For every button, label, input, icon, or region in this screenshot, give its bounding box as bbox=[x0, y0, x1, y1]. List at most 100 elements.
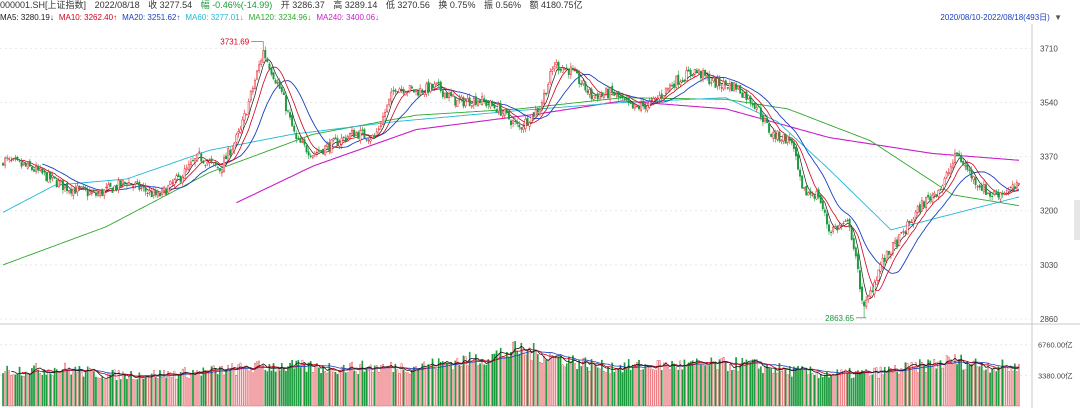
candle-body bbox=[739, 85, 742, 94]
volume-bar bbox=[636, 362, 638, 407]
volume-bar bbox=[776, 372, 779, 407]
candle-body bbox=[284, 95, 287, 112]
volume-bar bbox=[20, 375, 23, 407]
volume-bar bbox=[720, 358, 723, 407]
candle-body bbox=[1001, 192, 1004, 195]
volume-bar bbox=[914, 362, 917, 407]
volume-bar bbox=[718, 359, 721, 407]
candle-body bbox=[272, 72, 275, 80]
candle-body bbox=[534, 109, 537, 118]
volume-bar bbox=[495, 350, 498, 407]
quote-change: 幅 -0.46%(-14.99) bbox=[200, 0, 273, 10]
candle-body bbox=[1005, 192, 1008, 195]
volume-bar bbox=[898, 373, 901, 407]
candle-body bbox=[510, 120, 512, 126]
volume-bar bbox=[74, 366, 77, 407]
candle-body bbox=[718, 77, 721, 87]
candle-body bbox=[501, 112, 504, 117]
candle-body bbox=[536, 108, 539, 113]
volume-bar bbox=[673, 363, 675, 407]
candle-body bbox=[241, 119, 244, 131]
candle-body bbox=[212, 162, 215, 164]
volume-bar bbox=[873, 367, 876, 407]
volume-bar bbox=[665, 362, 667, 407]
candle-body bbox=[578, 72, 581, 84]
candle-body bbox=[545, 92, 548, 95]
volume-bar bbox=[855, 371, 857, 407]
volume-bar bbox=[632, 364, 634, 407]
candle-body bbox=[574, 70, 576, 72]
candle-body bbox=[334, 137, 337, 140]
candle-body bbox=[192, 159, 194, 162]
candle-body bbox=[611, 85, 614, 92]
volume-bar bbox=[448, 363, 450, 407]
candle-body bbox=[189, 161, 192, 166]
candle-body bbox=[846, 219, 849, 222]
volume-bar bbox=[830, 375, 832, 407]
volume-bar bbox=[287, 366, 289, 407]
volume-bar bbox=[526, 350, 529, 407]
candle-body bbox=[171, 182, 174, 184]
candle-body bbox=[825, 213, 828, 225]
candle-body bbox=[41, 168, 44, 174]
volume-bar bbox=[233, 368, 236, 407]
candle-body bbox=[627, 98, 630, 104]
volume-bar bbox=[716, 369, 719, 407]
volume-bar bbox=[359, 364, 362, 407]
volume-bar bbox=[35, 363, 37, 407]
volume-bar bbox=[231, 363, 234, 407]
volume-bar bbox=[324, 371, 326, 407]
volume-bar bbox=[572, 355, 574, 407]
volume-bar bbox=[433, 368, 436, 407]
candle-body bbox=[280, 87, 283, 92]
candle-body bbox=[208, 160, 211, 163]
volume-bar bbox=[815, 371, 818, 407]
volume-bar bbox=[419, 369, 421, 407]
volume-bar bbox=[584, 357, 587, 407]
candle-body bbox=[662, 95, 665, 99]
volume-bar bbox=[662, 362, 665, 407]
date-range-selector[interactable]: 2020/08/10-2022/08/18(493日) ▼ bbox=[940, 12, 1062, 23]
volume-bar bbox=[299, 367, 302, 407]
volume-bar bbox=[514, 341, 516, 407]
volume-bar bbox=[1003, 365, 1006, 407]
volume-bar bbox=[14, 374, 17, 407]
volume-bar bbox=[799, 369, 801, 407]
candle-body bbox=[266, 58, 269, 63]
candle-body bbox=[152, 189, 155, 196]
candle-body bbox=[74, 187, 77, 194]
volume-bar bbox=[470, 361, 473, 407]
candle-body bbox=[1015, 182, 1018, 189]
stock-code[interactable]: 000001.SH[上证指数] bbox=[0, 0, 87, 10]
volume-bar bbox=[768, 368, 770, 407]
candle-body bbox=[260, 60, 263, 65]
volume-bar bbox=[557, 356, 560, 407]
candle-body bbox=[371, 134, 374, 138]
candle-body bbox=[196, 153, 199, 161]
candle-body bbox=[489, 100, 492, 108]
volume-bar bbox=[421, 363, 424, 407]
volume-bar bbox=[706, 362, 708, 407]
volume-bar bbox=[714, 361, 717, 407]
volume-bar bbox=[708, 365, 711, 407]
volume-bar bbox=[499, 347, 502, 407]
volume-bar bbox=[923, 364, 925, 407]
volume-bar bbox=[867, 371, 870, 407]
candle-body bbox=[817, 189, 820, 198]
candle-body bbox=[518, 124, 521, 128]
candle-body bbox=[419, 88, 422, 96]
volume-bar bbox=[355, 371, 357, 407]
volume-bar bbox=[194, 371, 196, 407]
volume-bar bbox=[57, 372, 60, 407]
volume-bar bbox=[605, 372, 607, 407]
volume-bar bbox=[97, 377, 99, 407]
candle-body bbox=[908, 220, 911, 224]
quote-open: 开 3286.37 bbox=[280, 0, 325, 10]
candle-body bbox=[338, 142, 341, 147]
volume-bar bbox=[382, 364, 384, 407]
candle-body bbox=[1009, 187, 1012, 189]
volume-bar bbox=[846, 372, 849, 407]
candle-body bbox=[788, 137, 791, 141]
candle-body bbox=[204, 164, 207, 166]
